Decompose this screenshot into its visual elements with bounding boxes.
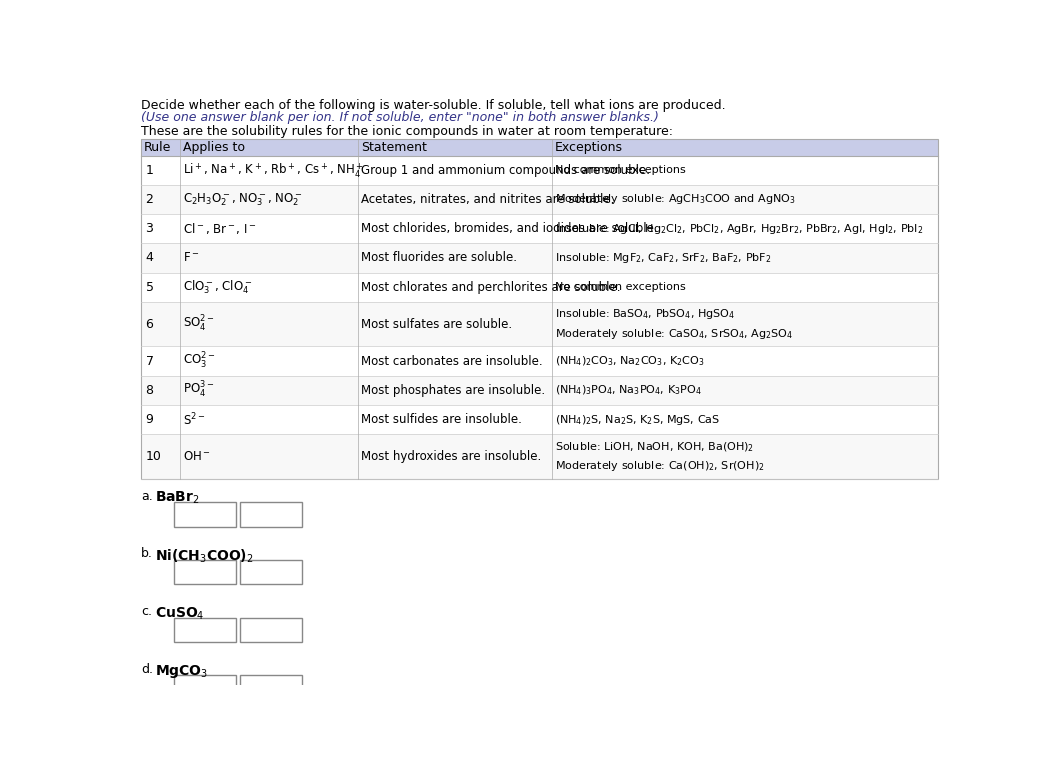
Bar [141,214,937,243]
Text: CuSO$_4$: CuSO$_4$ [155,605,204,621]
Text: (NH$_4$)$_2$S, Na$_2$S, K$_2$S, MgS, CaS: (NH$_4$)$_2$S, Na$_2$S, K$_2$S, MgS, CaS [555,413,720,427]
Text: C$_2$H$_3$O$_2^-$, NO$_3^-$, NO$_2^-$: C$_2$H$_3$O$_2^-$, NO$_3^-$, NO$_2^-$ [183,191,302,208]
Text: 8: 8 [145,384,154,397]
Bar [141,434,937,479]
Text: 3: 3 [145,223,154,235]
Text: Decide whether each of the following is water-soluble. If soluble, tell what ion: Decide whether each of the following is … [141,99,726,112]
Text: Exceptions: Exceptions [555,141,622,153]
Text: (NH$_4$)$_3$PO$_4$, Na$_3$PO$_4$, K$_3$PO$_4$: (NH$_4$)$_3$PO$_4$, Na$_3$PO$_4$, K$_3$P… [555,383,701,397]
Text: a.: a. [141,490,153,503]
Bar [141,376,937,405]
Bar [174,675,236,700]
Text: BaBr$_2$: BaBr$_2$ [155,490,200,506]
Text: Insoluble: AgCl, Hg$_2$Cl$_2$, PbCl$_2$, AgBr, Hg$_2$Br$_2$, PbBr$_2$, AgI, HgI$: Insoluble: AgCl, Hg$_2$Cl$_2$, PbCl$_2$,… [555,222,923,236]
Text: Moderately soluble: CaSO$_4$, SrSO$_4$, Ag$_2$SO$_4$: Moderately soluble: CaSO$_4$, SrSO$_4$, … [555,327,793,341]
Bar [141,139,937,479]
Text: 1: 1 [145,164,154,176]
Text: Moderately soluble: Ca(OH)$_2$, Sr(OH)$_2$: Moderately soluble: Ca(OH)$_2$, Sr(OH)$_… [555,460,764,474]
Text: Insoluble: BaSO$_4$, PbSO$_4$, HgSO$_4$: Insoluble: BaSO$_4$, PbSO$_4$, HgSO$_4$ [555,307,735,321]
Text: S$^{2-}$: S$^{2-}$ [183,411,205,428]
Text: Most fluorides are soluble.: Most fluorides are soluble. [361,252,517,264]
Text: No common exceptions: No common exceptions [555,283,686,292]
Text: Acetates, nitrates, and nitrites are soluble.: Acetates, nitrates, and nitrites are sol… [361,193,614,206]
Text: 2: 2 [145,193,154,206]
Text: 7: 7 [145,355,154,367]
Text: (NH$_4$)$_2$CO$_3$, Na$_2$CO$_3$, K$_2$CO$_3$: (NH$_4$)$_2$CO$_3$, Na$_2$CO$_3$, K$_2$C… [555,354,704,368]
Bar [141,346,937,376]
Bar [174,560,236,584]
Text: b.: b. [141,547,153,561]
Bar [240,675,302,700]
Bar [174,502,236,527]
Text: 4: 4 [145,252,154,264]
Text: Most sulfates are soluble.: Most sulfates are soluble. [361,318,512,330]
Text: 6: 6 [145,318,154,330]
Text: Insoluble: MgF$_2$, CaF$_2$, SrF$_2$, BaF$_2$, PbF$_2$: Insoluble: MgF$_2$, CaF$_2$, SrF$_2$, Ba… [555,251,771,265]
Text: Applies to: Applies to [183,141,244,153]
Bar [240,618,302,642]
Text: Most hydroxides are insoluble.: Most hydroxides are insoluble. [361,450,541,463]
Text: No common exceptions: No common exceptions [555,166,686,175]
Bar [141,185,937,214]
Text: Most chlorates and perchlorites are soluble.: Most chlorates and perchlorites are solu… [361,281,620,293]
Text: 9: 9 [145,413,154,426]
Text: F$^-$: F$^-$ [183,252,199,264]
Text: Moderately soluble: AgCH$_3$COO and AgNO$_3$: Moderately soluble: AgCH$_3$COO and AgNO… [555,192,795,206]
Text: Ni(CH$_3$COO)$_2$: Ni(CH$_3$COO)$_2$ [155,547,254,565]
Bar [141,156,937,185]
Bar [240,560,302,584]
Text: SO$_4^{2-}$: SO$_4^{2-}$ [183,314,215,334]
Text: Soluble: LiOH, NaOH, KOH, Ba(OH)$_2$: Soluble: LiOH, NaOH, KOH, Ba(OH)$_2$ [555,440,754,454]
Text: Rule: Rule [144,141,172,153]
Bar [141,139,937,156]
Bar [141,405,937,434]
Bar [141,243,937,273]
Text: These are the solubility rules for the ionic compounds in water at room temperat: These are the solubility rules for the i… [141,125,673,138]
Bar [141,302,937,346]
Text: Cl$^-$, Br$^-$, I$^-$: Cl$^-$, Br$^-$, I$^-$ [183,221,257,236]
Text: MgCO$_3$: MgCO$_3$ [155,663,208,680]
Text: d.: d. [141,663,153,676]
Bar [174,618,236,642]
Text: 10: 10 [145,450,161,463]
Text: 5: 5 [145,281,154,293]
Text: c.: c. [141,605,152,618]
Text: Most chlorides, bromides, and iodides are soluble.: Most chlorides, bromides, and iodides ar… [361,223,658,235]
Text: (Use one answer blank per ion. If not soluble, enter "none" in both answer blank: (Use one answer blank per ion. If not so… [141,111,659,124]
Text: Li$^+$, Na$^+$, K$^+$, Rb$^+$, Cs$^+$, NH$_4^+$: Li$^+$, Na$^+$, K$^+$, Rb$^+$, Cs$^+$, N… [183,161,363,179]
Text: ClO$_3^-$, ClO$_4^-$: ClO$_3^-$, ClO$_4^-$ [183,279,252,296]
Text: PO$_4^{3-}$: PO$_4^{3-}$ [183,380,214,400]
Text: Statement: Statement [361,141,426,153]
Text: Most sulfides are insoluble.: Most sulfides are insoluble. [361,413,522,426]
Text: OH$^-$: OH$^-$ [183,450,211,463]
Text: Most carbonates are insoluble.: Most carbonates are insoluble. [361,355,542,367]
Text: Group 1 and ammonium compounds are soluble.: Group 1 and ammonium compounds are solub… [361,164,650,176]
Bar [240,502,302,527]
Text: Most phosphates are insoluble.: Most phosphates are insoluble. [361,384,545,397]
Bar [141,273,937,302]
Text: CO$_3^{2-}$: CO$_3^{2-}$ [183,351,215,371]
